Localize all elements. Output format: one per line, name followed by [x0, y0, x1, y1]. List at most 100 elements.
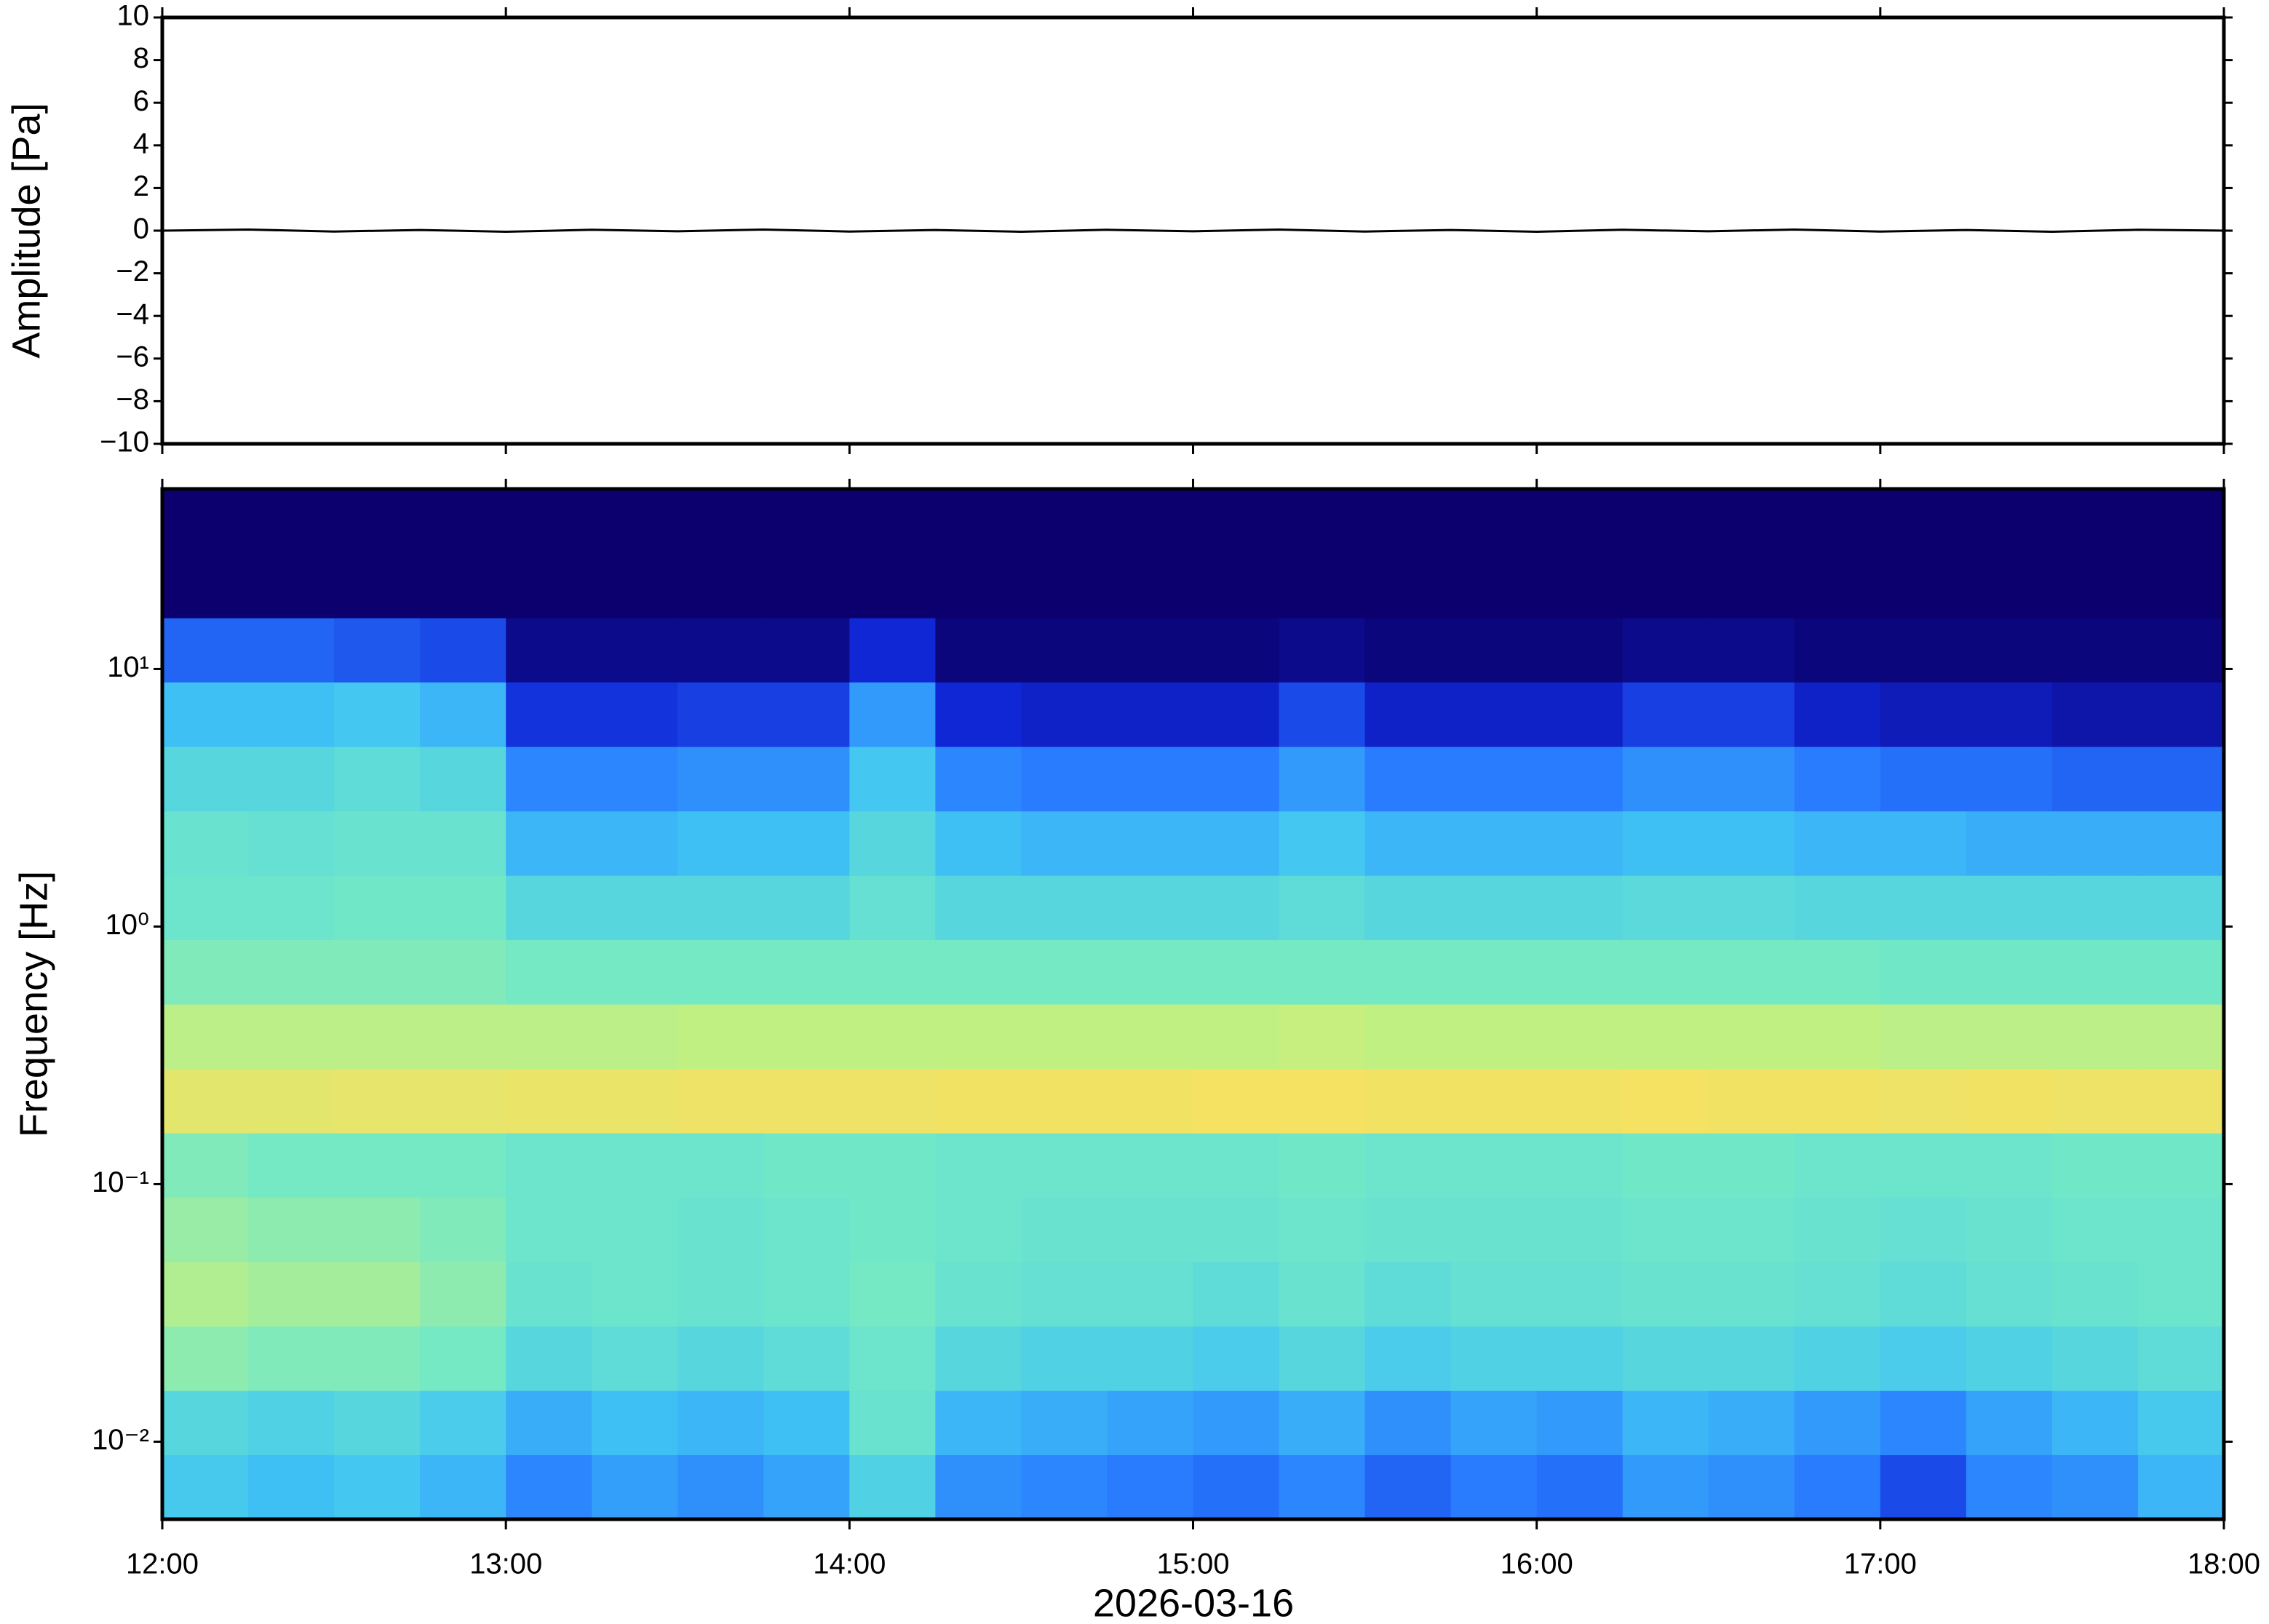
spectrogram-cell	[1193, 1004, 1280, 1070]
spectrogram-cell	[677, 1068, 764, 1134]
spectrogram-cell	[849, 682, 936, 747]
spectrogram-cell	[420, 875, 506, 940]
spectrogram-cell	[1021, 1133, 1108, 1198]
spectrogram-cell	[1794, 618, 1881, 682]
spectrogram-cell	[849, 1262, 936, 1327]
spectrogram-cell	[1021, 1068, 1108, 1134]
spectrogram-cell	[763, 875, 850, 940]
spectrogram-cell	[1193, 1068, 1280, 1134]
spectrogram-cell	[1193, 1262, 1280, 1327]
spectrogram-cell	[1966, 1197, 2053, 1262]
spectrogram-cell	[248, 811, 335, 876]
spectrogram-cell	[1966, 1004, 2053, 1070]
spectrogram-cell	[420, 1326, 506, 1391]
y-tick-label: 10⁰	[105, 909, 149, 941]
spectrogram-cell	[1708, 811, 1795, 876]
spectrogram-cell	[1107, 1004, 1194, 1070]
spectrogram-cell	[506, 553, 592, 618]
spectrogram-cell	[1021, 1326, 1108, 1391]
spectrogram-cell	[1021, 1454, 1108, 1520]
spectrogram-cell	[1794, 1390, 1881, 1455]
spectrogram-cell	[1107, 811, 1194, 876]
spectrogram-cell	[1279, 875, 1366, 940]
spectrogram-cell	[2051, 1068, 2139, 1134]
y-tick-label: 0	[133, 213, 149, 245]
spectrogram-cell	[2051, 811, 2139, 876]
spectrogram-cell	[1279, 1197, 1366, 1262]
spectrogram-cell	[849, 875, 936, 940]
spectrogram-cell	[1708, 489, 1795, 554]
spectrogram-cell	[677, 1262, 764, 1327]
plot-frame	[160, 487, 2226, 1521]
spectrogram-cell	[1880, 682, 1967, 747]
spectrogram-cell	[162, 1262, 249, 1327]
spectrogram-cell	[162, 1004, 249, 1070]
spectrogram-cell	[248, 1454, 335, 1520]
spectrogram-cell	[1193, 489, 1280, 554]
x-tick-label: 14:00	[813, 1548, 886, 1580]
spectrogram-cell	[420, 682, 506, 747]
spectrogram-cell	[1450, 875, 1538, 940]
spectrogram-cell	[1021, 875, 1108, 940]
spectrogram-cell	[334, 747, 421, 812]
spectrogram-cell	[1193, 1197, 1280, 1262]
spectrogram-cell	[1193, 1326, 1280, 1391]
spectrogram-cell	[849, 811, 936, 876]
spectrogram-cell	[248, 1068, 335, 1134]
spectrogram-cell	[162, 489, 249, 554]
y-tick-label: 10	[117, 0, 150, 32]
spectrogram-cell	[677, 811, 764, 876]
spectrogram-cell	[763, 682, 850, 747]
spectrogram-cell	[2051, 1262, 2139, 1327]
spectrogram-cell	[1622, 939, 1709, 1005]
spectrogram-cell	[162, 939, 249, 1005]
y-tick-label: 4	[133, 127, 149, 159]
spectrogram-cell	[763, 618, 850, 682]
spectrogram-cell	[1880, 1454, 1967, 1520]
spectrogram-cell	[506, 939, 592, 1005]
spectrogram-cell	[506, 1133, 592, 1198]
spectrogram-cell	[1966, 553, 2053, 618]
spectrogram-cell	[1279, 1326, 1366, 1391]
spectrogram-cell	[162, 875, 249, 940]
spectrogram-cell	[1450, 553, 1538, 618]
spectrogram-cell	[334, 682, 421, 747]
spectrogram-cell	[2051, 489, 2139, 554]
spectrogram-cell	[1021, 1262, 1108, 1327]
spectrogram-cell	[162, 1197, 249, 1262]
spectrogram-cell	[1794, 1262, 1881, 1327]
spectrogram-cell	[763, 1262, 850, 1327]
spectrogram-cell	[1450, 1390, 1538, 1455]
spectrogram-cell	[420, 618, 506, 682]
spectrogram-cell	[506, 682, 592, 747]
spectrogram-cell	[1279, 1454, 1366, 1520]
spectrogram-cell	[1794, 1133, 1881, 1198]
spectrogram-cell	[420, 1262, 506, 1327]
spectrogram-cell	[1193, 747, 1280, 812]
spectrogram-cell	[1364, 489, 1452, 554]
spectrogram-cell	[592, 682, 678, 747]
spectrogram-cell	[1708, 939, 1795, 1005]
y-axis-label: Frequency [Hz]	[12, 871, 55, 1137]
plot-frame	[160, 15, 2226, 446]
spectrogram-cell	[1107, 618, 1194, 682]
x-tick-label: 18:00	[2187, 1548, 2260, 1580]
spectrogram-cell	[849, 1133, 936, 1198]
spectrogram-cell	[1364, 618, 1452, 682]
spectrogram-cell	[2051, 1004, 2139, 1070]
spectrogram-cell	[1708, 1133, 1795, 1198]
spectrogram-cell	[763, 811, 850, 876]
spectrogram-cell	[1880, 618, 1967, 682]
spectrogram-cell	[1966, 1326, 2053, 1391]
spectrogram-cell	[1364, 1454, 1452, 1520]
spectrogram-cell	[1107, 1133, 1194, 1198]
spectrogram-cell	[1107, 1390, 1194, 1455]
spectrogram-cell	[935, 1262, 1022, 1327]
spectrogram-cell	[1708, 553, 1795, 618]
spectrogram-cell	[334, 875, 421, 940]
spectrogram-cell	[592, 489, 678, 554]
spectrogram-cell	[1622, 1390, 1709, 1455]
spectrogram-cell	[935, 553, 1022, 618]
spectrogram-cell	[420, 553, 506, 618]
